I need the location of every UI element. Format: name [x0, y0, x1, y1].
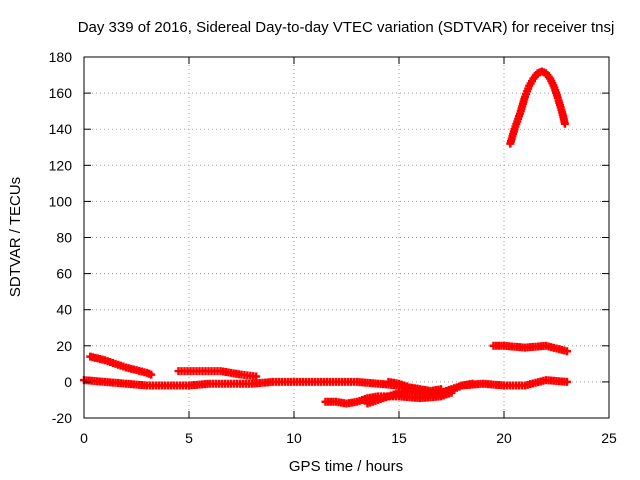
x-tick-label: 5 — [185, 430, 193, 446]
x-tick-label: 0 — [80, 430, 88, 446]
plot-frame — [83, 56, 610, 419]
grid — [84, 57, 609, 418]
series-arc-3 — [174, 367, 261, 381]
y-tick-label: 60 — [56, 266, 72, 282]
y-tick-label: 40 — [56, 302, 72, 318]
x-tick-label: 15 — [391, 430, 407, 446]
series-arc-1 — [80, 376, 571, 399]
x-tick-label: 20 — [496, 430, 512, 446]
y-tick-label: -20 — [52, 410, 72, 426]
chart-title: Day 339 of 2016, Sidereal Day-to-day VTE… — [78, 19, 615, 36]
data-point — [437, 385, 445, 394]
data-point — [563, 347, 571, 356]
data-point — [252, 372, 261, 381]
series-arc-2 — [86, 352, 156, 379]
data-point — [147, 370, 156, 379]
x-axis-label: GPS time / hours — [289, 458, 403, 475]
y-tick-label: 0 — [64, 374, 72, 390]
y-tick-label: 80 — [56, 230, 72, 246]
data-series — [80, 67, 571, 408]
y-tick-label: 160 — [49, 85, 73, 101]
y-tick-label: 140 — [49, 121, 73, 137]
x-tick-label: 10 — [286, 430, 302, 446]
series-arc-6 — [384, 377, 445, 395]
axis-ticks: 0 5 10 15 20 25 -20 0 20 40 60 80 100 120 140 160 180 — [49, 49, 617, 446]
y-tick-label: 20 — [56, 338, 72, 354]
y-tick-label: 180 — [49, 49, 73, 65]
data-point — [560, 119, 569, 128]
series-arc-7 — [489, 341, 571, 356]
data-point — [468, 379, 477, 388]
data-point — [563, 377, 571, 386]
y-tick-label: 120 — [49, 157, 73, 173]
x-tick-label: 25 — [601, 430, 617, 446]
series-arc-8 — [506, 67, 569, 148]
y-axis-label: SDTVAR / TECUs — [7, 177, 24, 297]
y-tick-label: 100 — [49, 193, 73, 209]
